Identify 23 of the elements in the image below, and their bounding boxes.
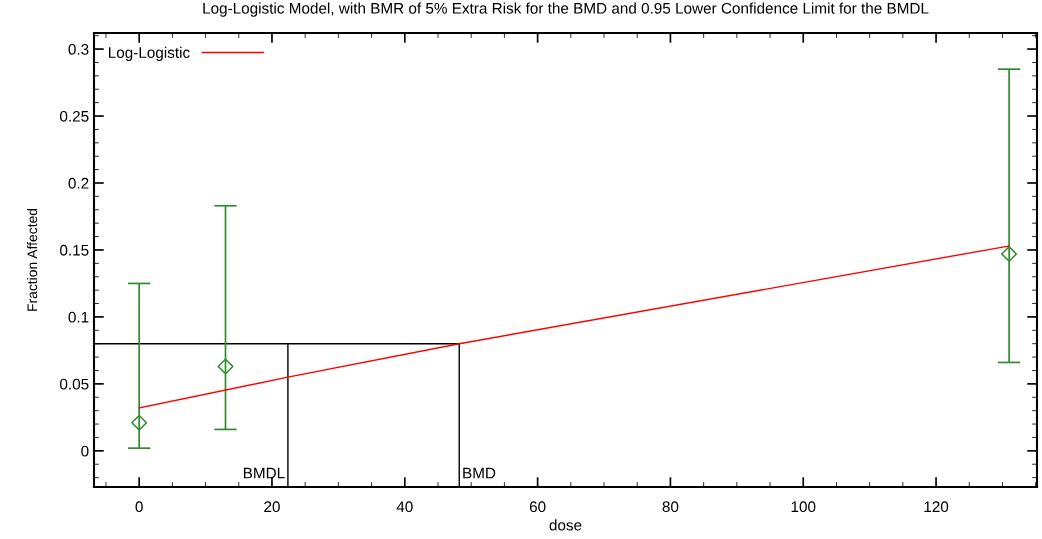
legend-label: Log-Logistic [109, 46, 190, 61]
x-tick-label: 100 [791, 501, 816, 513]
point [217, 358, 234, 375]
point [131, 414, 148, 431]
x-axis-title: dose [549, 519, 582, 531]
point [1001, 245, 1018, 263]
x-tick-label: 0 [135, 501, 143, 513]
x-tick-label: 20 [264, 501, 280, 513]
x-tick-label: 120 [924, 501, 949, 513]
ref-line-label: BMD [463, 467, 496, 479]
y-tick-label: 0.15 [60, 244, 89, 256]
x-tick-label: 40 [396, 501, 413, 513]
y-tick-label: 0.2 [68, 177, 89, 189]
ref-line-label: BMDL [243, 467, 285, 479]
x-tick-label: 80 [662, 501, 679, 513]
y-tick-label: 0.05 [60, 378, 89, 390]
y-tick-label: 0.1 [68, 311, 89, 323]
x-tick-label: 60 [529, 501, 546, 513]
y-tick-label: 0.3 [68, 43, 89, 55]
y-tick-label: 0 [81, 445, 89, 457]
y-axis-title: Fraction Affected [27, 208, 38, 311]
chart-title: Log-Logistic Model, with BMR of 5% Extra Risk for the BMD and 0.95 Lower Confidence Limit for the BMDL [203, 2, 929, 17]
y-tick-label: 0.25 [60, 110, 89, 122]
